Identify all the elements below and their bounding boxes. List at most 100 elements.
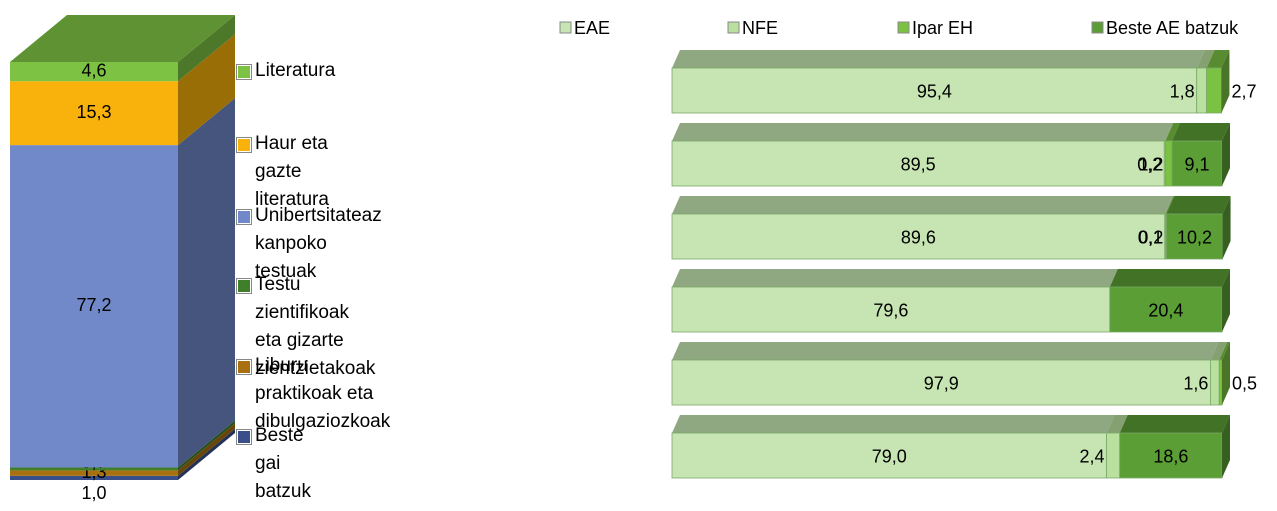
value-label: 97,9 bbox=[924, 373, 959, 393]
bar-segment bbox=[671, 67, 1198, 114]
bar-segment bbox=[1196, 67, 1207, 114]
value-label: 1,0 bbox=[81, 483, 106, 503]
legend-label: Liburu praktikoak eta dibulgaziozkoak bbox=[255, 355, 391, 432]
value-label: 0,1 bbox=[1138, 227, 1163, 247]
legend-swatch bbox=[897, 21, 910, 34]
legend-swatch bbox=[236, 209, 252, 225]
value-label: 79,0 bbox=[872, 446, 907, 466]
legend-label: Testu zientifikoak eta gizarte zientziet… bbox=[255, 274, 376, 379]
value-label: 9,1 bbox=[1184, 154, 1209, 174]
column-side bbox=[178, 98, 235, 468]
value-label: 1,6 bbox=[1183, 373, 1208, 393]
bar-segment bbox=[1106, 432, 1121, 479]
bar-segment bbox=[671, 140, 1165, 187]
value-label: 1,8 bbox=[1170, 81, 1195, 101]
bar-top bbox=[672, 415, 1115, 433]
bar-top bbox=[1119, 415, 1230, 433]
legend-item: Beste gai batzuk bbox=[236, 422, 311, 506]
bar-top bbox=[1164, 196, 1174, 214]
legend-swatch bbox=[727, 21, 740, 34]
value-label: 0,5 bbox=[1232, 373, 1257, 393]
column-segment bbox=[10, 475, 178, 480]
legend-label: Literatura bbox=[255, 60, 336, 81]
column-segment bbox=[10, 62, 178, 82]
bar-top bbox=[1171, 123, 1230, 141]
bar-end bbox=[1222, 415, 1230, 478]
value-label: 89,6 bbox=[901, 227, 936, 247]
bar-segment bbox=[1210, 359, 1220, 406]
value-label: 4,6 bbox=[81, 60, 106, 80]
bar-segment bbox=[1166, 213, 1223, 260]
legend-label: NFE bbox=[742, 18, 778, 38]
bar-top bbox=[1219, 342, 1230, 360]
value-label: 0,2 bbox=[1137, 154, 1162, 174]
bar-top bbox=[672, 196, 1173, 214]
legend-swatch bbox=[1091, 21, 1104, 34]
column-top bbox=[10, 15, 235, 62]
bar-top bbox=[1210, 342, 1228, 360]
bar-segment bbox=[671, 432, 1107, 479]
bar-top bbox=[1165, 196, 1175, 214]
column-side bbox=[178, 423, 235, 476]
value-label: 15,3 bbox=[76, 102, 111, 122]
column-segment bbox=[10, 470, 178, 476]
value-label: 79,6 bbox=[873, 300, 908, 320]
bar-end bbox=[1222, 269, 1230, 332]
bar-segment bbox=[1109, 286, 1223, 333]
legend-item: Unibertsitateaz kanpoko testuak bbox=[236, 202, 382, 286]
legend-swatch bbox=[236, 429, 252, 445]
legend-label: Haur eta gazte literatura bbox=[255, 133, 329, 210]
bar-segment bbox=[671, 286, 1111, 333]
legend-swatch bbox=[559, 21, 572, 34]
bar-top bbox=[1109, 269, 1230, 287]
bar-segment bbox=[1119, 432, 1223, 479]
column-segment bbox=[10, 81, 178, 146]
bar-segment bbox=[1164, 140, 1173, 187]
value-label: 10,2 bbox=[1177, 227, 1212, 247]
legend-swatch bbox=[236, 359, 252, 375]
value-label: 20,4 bbox=[1148, 300, 1183, 320]
legend-label: Beste AE batzuk bbox=[1106, 18, 1239, 38]
legend-label: EAE bbox=[574, 18, 610, 38]
bar-top bbox=[672, 269, 1118, 287]
bar-end bbox=[1221, 50, 1230, 113]
value-label: 89,5 bbox=[901, 154, 936, 174]
legend-swatch bbox=[236, 278, 252, 294]
bar-top bbox=[672, 123, 1173, 141]
legend-label: Beste gai batzuk bbox=[255, 425, 311, 502]
bar-end bbox=[1222, 123, 1230, 186]
legend-item: Liburu praktikoak eta dibulgaziozkoak bbox=[236, 352, 391, 436]
column-side bbox=[178, 428, 235, 480]
bar-segment bbox=[1218, 359, 1223, 406]
column-side bbox=[178, 34, 235, 146]
bar-top bbox=[1164, 123, 1174, 141]
column-segment bbox=[10, 467, 178, 471]
value-label: 2,4 bbox=[1079, 446, 1104, 466]
bar-end bbox=[1222, 196, 1231, 259]
value-label: 77,2 bbox=[76, 295, 111, 315]
column-segment bbox=[10, 145, 178, 468]
bar-top bbox=[672, 50, 1205, 68]
value-label: 18,6 bbox=[1153, 446, 1188, 466]
value-label: 0,2 bbox=[1138, 227, 1163, 247]
bar-top bbox=[1206, 50, 1230, 68]
value-label: 1,2 bbox=[1138, 154, 1163, 174]
legend-item: Testu zientifikoak eta gizarte zientziet… bbox=[236, 271, 376, 383]
bar-segment bbox=[1171, 140, 1223, 187]
bar-top bbox=[672, 342, 1219, 360]
bar-top bbox=[1165, 123, 1180, 141]
bar-top bbox=[1106, 415, 1128, 433]
bar-segment bbox=[671, 213, 1166, 260]
column-side bbox=[178, 420, 235, 471]
value-label: 2,7 bbox=[1231, 81, 1256, 101]
column-side bbox=[178, 15, 235, 82]
legend-label: Ipar EH bbox=[912, 18, 973, 38]
bar-segment bbox=[1206, 67, 1222, 114]
bar-segment bbox=[671, 359, 1211, 406]
legend-item: Literatura bbox=[236, 57, 336, 85]
legend-swatch bbox=[236, 137, 252, 153]
legend-label: Unibertsitateaz kanpoko testuak bbox=[255, 205, 382, 282]
legend-item: Haur eta gazte literatura bbox=[236, 130, 329, 214]
